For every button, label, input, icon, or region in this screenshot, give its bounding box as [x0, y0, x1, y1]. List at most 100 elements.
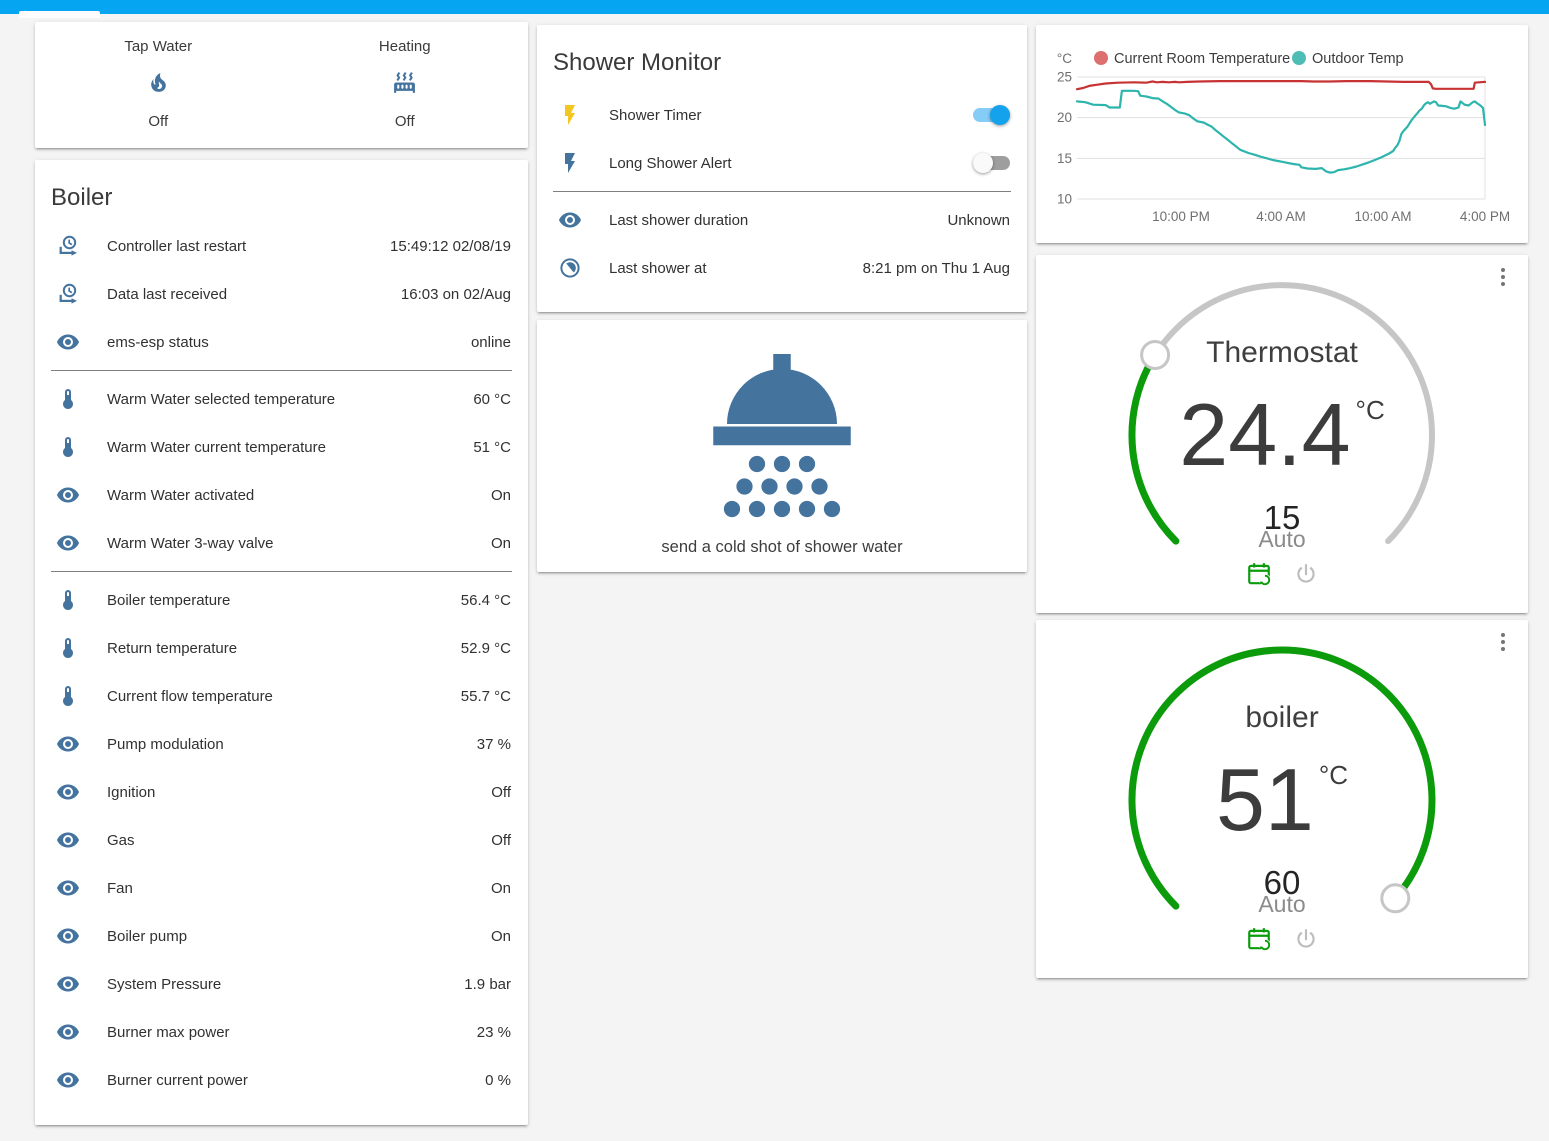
- entity-row[interactable]: Fan On: [35, 864, 528, 912]
- entity-state: On: [490, 879, 511, 897]
- entity-name: Pump modulation: [107, 735, 224, 753]
- mode-buttons: [1036, 926, 1528, 952]
- entity-name: Long Shower Alert: [609, 154, 732, 172]
- glance-item-tap-water[interactable]: Tap Water Off: [60, 38, 257, 130]
- entity-row[interactable]: Return temperature 52.9 °C: [35, 624, 528, 672]
- slider-value-arc: [1128, 351, 1180, 545]
- power-icon[interactable]: [1293, 926, 1319, 952]
- eye-icon: [56, 330, 80, 354]
- long-shower-alert-toggle[interactable]: [973, 153, 1010, 173]
- thermometer-icon: [56, 588, 80, 612]
- hvac-mode: Auto: [1258, 891, 1306, 917]
- current-temperature: 51 °C: [1215, 750, 1349, 849]
- target-temperature: 15: [1263, 499, 1301, 536]
- entity-state: 16:03 on 02/Aug: [400, 285, 511, 303]
- entity-name: Warm Water selected temperature: [107, 390, 336, 408]
- more-options-icon[interactable]: [1495, 633, 1511, 653]
- eye-icon: [56, 972, 80, 996]
- x-tick-label: 10:00 PM: [1152, 209, 1210, 224]
- moon-icon: [558, 256, 582, 280]
- entity-name: Controller last restart: [107, 237, 247, 255]
- action-label[interactable]: send a cold shot of shower water: [661, 538, 903, 556]
- entity-row[interactable]: Controller last restart 15:49:12 02/08/19: [35, 222, 528, 270]
- dial-title: boiler: [1245, 701, 1319, 734]
- glance-state: Off: [148, 113, 169, 130]
- entity-state: 52.9 °C: [460, 639, 511, 657]
- eye-icon: [56, 924, 80, 948]
- thermometer-icon: [56, 435, 80, 459]
- eye-icon: [558, 208, 582, 232]
- entity-row[interactable]: Warm Water selected temperature 60 °C: [35, 375, 528, 423]
- entity-name: ems-esp status: [107, 333, 209, 351]
- entity-row[interactable]: Data last received 16:03 on 02/Aug: [35, 270, 528, 318]
- current-temperature: 24.4 °C: [1179, 385, 1385, 484]
- shower-head-icon[interactable]: [707, 354, 857, 519]
- entity-row[interactable]: Last shower at 8:21 pm on Thu 1 Aug: [537, 244, 1027, 292]
- entity-name: Boiler pump: [107, 927, 188, 945]
- entity-name: Shower Timer: [609, 106, 702, 124]
- glance-item-heating[interactable]: Heating Off: [306, 38, 503, 130]
- entity-rows: Shower Timer Long Shower Alert Last shower…: [537, 91, 1027, 292]
- entity-state: online: [470, 333, 511, 351]
- dial-title: Thermostat: [1206, 336, 1358, 369]
- entity-name: Return temperature: [107, 639, 238, 657]
- more-options-icon[interactable]: [1495, 268, 1511, 288]
- slider-handle[interactable]: [1380, 883, 1411, 914]
- glance-card: Tap Water Off Heating Off: [35, 22, 528, 148]
- divider: [51, 571, 512, 572]
- entity-rows: Controller last restart 15:49:12 02/08/19…: [35, 222, 528, 1104]
- entity-row[interactable]: ems-esp status online: [35, 318, 528, 366]
- shower-timer-toggle[interactable]: [973, 105, 1010, 125]
- target-temperature: 60: [1263, 864, 1301, 901]
- entity-row[interactable]: Boiler pump On: [35, 912, 528, 960]
- legend-label: Current Room Temperature: [1114, 51, 1290, 67]
- thermometer-icon: [56, 387, 80, 411]
- eye-icon: [56, 828, 80, 852]
- slider-handle[interactable]: [1140, 340, 1171, 370]
- entity-row[interactable]: Burner current power 0 %: [35, 1056, 528, 1104]
- boiler-dial-slider[interactable]: [1036, 620, 1528, 978]
- entity-row[interactable]: Warm Water activated On: [35, 471, 528, 519]
- shower-action-card: send a cold shot of shower water: [537, 320, 1027, 572]
- calendar-sync-icon[interactable]: [1246, 926, 1272, 952]
- active-tab-indicator[interactable]: [19, 11, 100, 18]
- thermostat-dial-slider[interactable]: [1036, 255, 1528, 613]
- entity-row[interactable]: Warm Water 3-way valve On: [35, 519, 528, 567]
- calendar-sync-icon[interactable]: [1246, 561, 1272, 587]
- entity-row[interactable]: Gas Off: [35, 816, 528, 864]
- entity-state: Off: [491, 831, 511, 849]
- entity-state: On: [490, 486, 511, 504]
- temperature-history-chart: 25 20 15 10 °C 10:00 PM 4:00 AM 10:00 AM 4:00 PM…: [1057, 51, 1510, 224]
- legend-label: Outdoor Temp: [1312, 51, 1404, 67]
- entity-row[interactable]: Ignition Off: [35, 768, 528, 816]
- entity-row[interactable]: Last shower duration Unknown: [537, 196, 1027, 244]
- legend-dot: [1094, 51, 1108, 65]
- entity-state: 56.4 °C: [460, 591, 511, 609]
- thermometer-icon: [56, 684, 80, 708]
- card-title: Shower Monitor: [553, 49, 722, 76]
- thermostat-dial-card: Thermostat 24.4 °C 15 Auto: [1036, 255, 1528, 613]
- entity-row[interactable]: Shower Timer: [537, 91, 1027, 139]
- entity-row[interactable]: Warm Water current temperature 51 °C: [35, 423, 528, 471]
- entity-row[interactable]: System Pressure 1.9 bar: [35, 960, 528, 1008]
- entity-row[interactable]: Long Shower Alert: [537, 139, 1027, 187]
- entity-name: Burner current power: [107, 1071, 248, 1089]
- eye-icon: [56, 1020, 80, 1044]
- entity-name: Warm Water 3-way valve: [107, 534, 274, 552]
- entity-state: Unknown: [947, 211, 1010, 229]
- eye-icon: [56, 732, 80, 756]
- entity-name: Current flow temperature: [107, 687, 273, 705]
- shower-head-icon: [707, 354, 857, 519]
- entity-name: Last shower duration: [609, 211, 749, 229]
- entity-row[interactable]: Current flow temperature 55.7 °C: [35, 672, 528, 720]
- entity-name: Burner max power: [107, 1023, 230, 1041]
- power-icon[interactable]: [1293, 561, 1319, 587]
- y-tick-label: 15: [1057, 151, 1072, 166]
- slider-value-arc: [1128, 646, 1436, 910]
- entity-name: Warm Water activated: [107, 486, 255, 504]
- entity-state: 0 %: [485, 1071, 511, 1089]
- entity-row[interactable]: Burner max power 23 %: [35, 1008, 528, 1056]
- entity-row[interactable]: Pump modulation 37 %: [35, 720, 528, 768]
- y-tick-label: 20: [1057, 110, 1072, 125]
- entity-row[interactable]: Boiler temperature 56.4 °C: [35, 576, 528, 624]
